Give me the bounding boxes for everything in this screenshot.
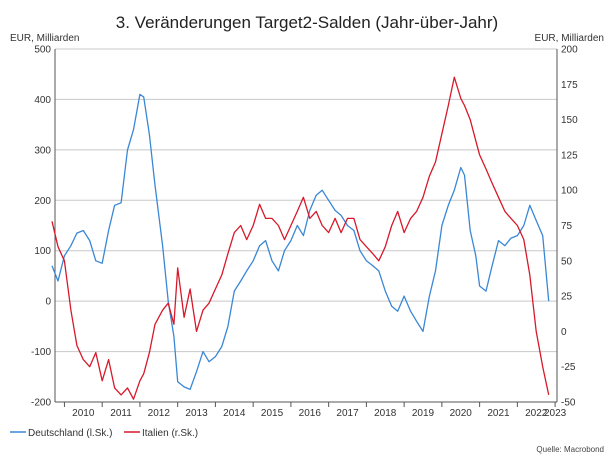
x-tick-label: 2016: [299, 408, 322, 419]
x-tick-label: 2021: [487, 408, 510, 419]
left-axis-unit: EUR, Milliarden: [10, 33, 79, 44]
left-tick-label: 0: [45, 297, 51, 308]
right-tick-label: 50: [561, 256, 573, 267]
right-axis-unit: EUR, Milliarden: [535, 33, 604, 44]
legend: Deutschland (l.Sk.) Italien (r.Sk.): [10, 428, 198, 439]
right-tick-label: 200: [561, 45, 578, 56]
x-tick-label: 2013: [185, 408, 208, 419]
right-tick-label: 25: [561, 292, 573, 303]
left-tick-label: 100: [34, 246, 51, 257]
x-tick-label: 2023: [544, 408, 567, 419]
right-tick-label: 125: [561, 150, 578, 161]
left-axis-ticks: 500 400 300 200 100 0 -100 -200: [31, 45, 51, 409]
right-tick-label: 100: [561, 186, 578, 197]
right-tick-label: -25: [561, 362, 576, 373]
x-tick-label: 2014: [223, 408, 246, 419]
left-tick-label: -100: [31, 347, 51, 358]
legend-label-italien: Italien (r.Sk.): [142, 428, 198, 439]
series-line-deutschland: [51, 93, 550, 391]
x-tick-label: 2012: [148, 408, 171, 419]
right-tick-label: 150: [561, 115, 578, 126]
legend-label-deutschland: Deutschland (l.Sk.): [28, 428, 112, 439]
x-tick-label: 2010: [72, 408, 95, 419]
left-tick-label: -200: [31, 398, 51, 409]
series-lines: [51, 76, 550, 400]
x-tick-label: 2017: [336, 408, 359, 419]
right-tick-label: 175: [561, 80, 578, 91]
left-tick-label: 300: [34, 145, 51, 156]
right-axis-ticks: 200 175 150 125 100 75 50 25 0 -25 -50: [561, 45, 578, 409]
left-tick-label: 500: [34, 45, 51, 56]
chart-title: 3. Veränderungen Target2-Salden (Jahr-üb…: [116, 13, 498, 32]
right-tick-label: 75: [561, 221, 573, 232]
series-line-italien: [51, 76, 550, 400]
right-tick-label: -50: [561, 398, 576, 409]
x-tick-label: 2022: [525, 408, 548, 419]
x-tick-label: 2015: [261, 408, 284, 419]
right-tick-label: 0: [561, 327, 567, 338]
left-tick-label: 200: [34, 196, 51, 207]
x-tick-label: 2019: [412, 408, 435, 419]
x-axis: 2010 2011 2012 2013 2014 2015 2016 2017 2018 2019…: [55, 401, 567, 419]
x-tick-label: 2018: [374, 408, 397, 419]
source-note: Quelle: Macrobond: [536, 445, 604, 454]
left-tick-label: 400: [34, 95, 51, 106]
x-tick-label: 2020: [450, 408, 473, 419]
x-tick-label: 2011: [110, 408, 132, 419]
